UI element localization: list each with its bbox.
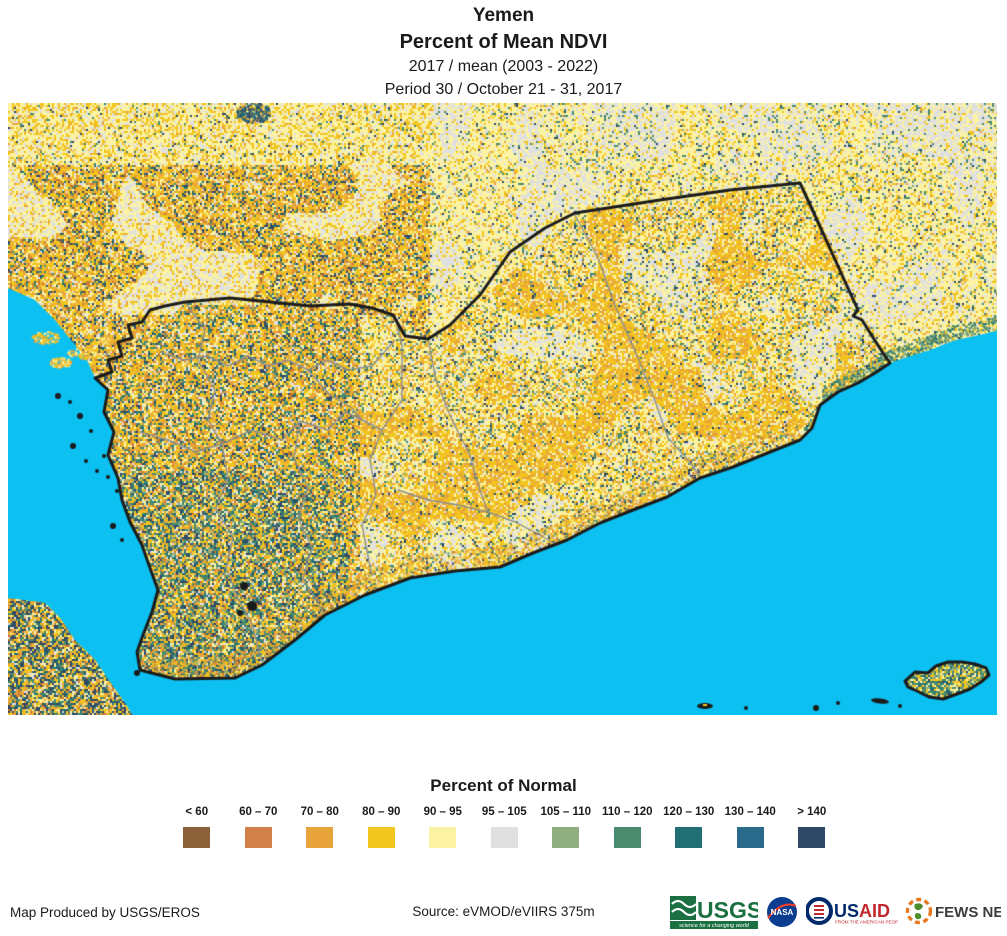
usgs-mark (670, 896, 696, 920)
legend-range-label: 95 – 105 (481, 806, 527, 818)
legend-color-swatch (429, 827, 457, 848)
legend-range-label: < 60 (185, 806, 209, 818)
legend-color-swatch (490, 827, 518, 848)
fewsnet-logo: FEWS NET (905, 897, 1001, 925)
usaid-shield-icon (814, 905, 824, 919)
legend-range-label: 70 – 80 (300, 806, 339, 818)
legend-title: Percent of Normal (430, 776, 577, 795)
legend-range-label: 130 – 140 (724, 806, 776, 818)
legend-item: 120 – 130 (658, 806, 720, 848)
usgs-wave-icon (671, 907, 697, 917)
legend-range-label: 120 – 130 (663, 806, 715, 818)
legend-color-swatch (306, 827, 334, 848)
fewsnet-continent-icon (914, 913, 922, 920)
period-subtitle: Period 30 / October 21 - 31, 2017 (384, 81, 623, 98)
legend-item: 130 – 140 (720, 806, 782, 848)
legend-range-label: 105 – 110 (540, 806, 592, 818)
fewsnet-continent-icon (914, 903, 923, 911)
ratio-subtitle: 2017 / mean (2003 - 2022) (408, 58, 599, 75)
legend-color-swatch (552, 827, 580, 848)
usgs-wave-icon (671, 899, 697, 909)
legend-item: 60 – 70 (228, 806, 290, 848)
legend-item: 110 – 120 (597, 806, 659, 848)
credit-text: Map Produced by USGS/EROS (10, 905, 200, 920)
country-title: Yemen (472, 5, 535, 26)
fewsnet-globe-icon (905, 897, 933, 925)
legend-range-label: 60 – 70 (239, 806, 278, 818)
usaid-logo: USAID FROM THE AMERICAN PEOPLE (806, 897, 898, 925)
legend-color-swatch (675, 827, 703, 848)
usgs-tagline: science for a changing world (679, 923, 750, 929)
legend-item: 95 – 105 (474, 806, 536, 848)
logo-strip: USGS science for a changing world NASA U… (670, 891, 1001, 933)
legend-range-label: 80 – 90 (362, 806, 401, 818)
legend-item: < 60 (166, 806, 228, 848)
legend-item: 70 – 80 (289, 806, 351, 848)
map-product-title: Percent of Mean NDVI (399, 31, 608, 53)
legend-row: < 60 60 – 70 70 – 80 80 – 90 90 – 95 95 – 105… (166, 806, 843, 848)
fewsnet-wordmark: FEWS NET (935, 904, 1001, 921)
ndvi-raster-map (8, 103, 997, 715)
legend-range-label: > 140 (797, 806, 827, 818)
legend-color-swatch (183, 827, 211, 848)
legend-range-label: 90 – 95 (423, 806, 462, 818)
usaid-wordmark: USAID (834, 901, 890, 921)
usgs-logo: USGS science for a changing world (670, 896, 758, 929)
legend-color-swatch (613, 827, 641, 848)
legend-color-swatch (798, 827, 826, 848)
legend-item: 105 – 110 (535, 806, 597, 848)
usaid-tagline: FROM THE AMERICAN PEOPLE (835, 920, 898, 925)
source-text: Source: eVMOD/eVIIRS 375m (412, 904, 595, 919)
legend-item: 80 – 90 (351, 806, 413, 848)
usgs-wordmark: USGS (697, 897, 758, 923)
legend-color-swatch (736, 827, 764, 848)
legend-item: 90 – 95 (412, 806, 474, 848)
nasa-wordmark: NASA (771, 908, 794, 917)
legend-range-label: 110 – 120 (601, 806, 653, 818)
legend-color-swatch (244, 827, 272, 848)
nasa-logo: NASA (767, 897, 797, 927)
nasa-swoosh-icon (767, 903, 797, 919)
usgs-tagline-bar (670, 921, 758, 929)
legend-item: > 140 (781, 806, 843, 848)
legend-color-swatch (367, 827, 395, 848)
